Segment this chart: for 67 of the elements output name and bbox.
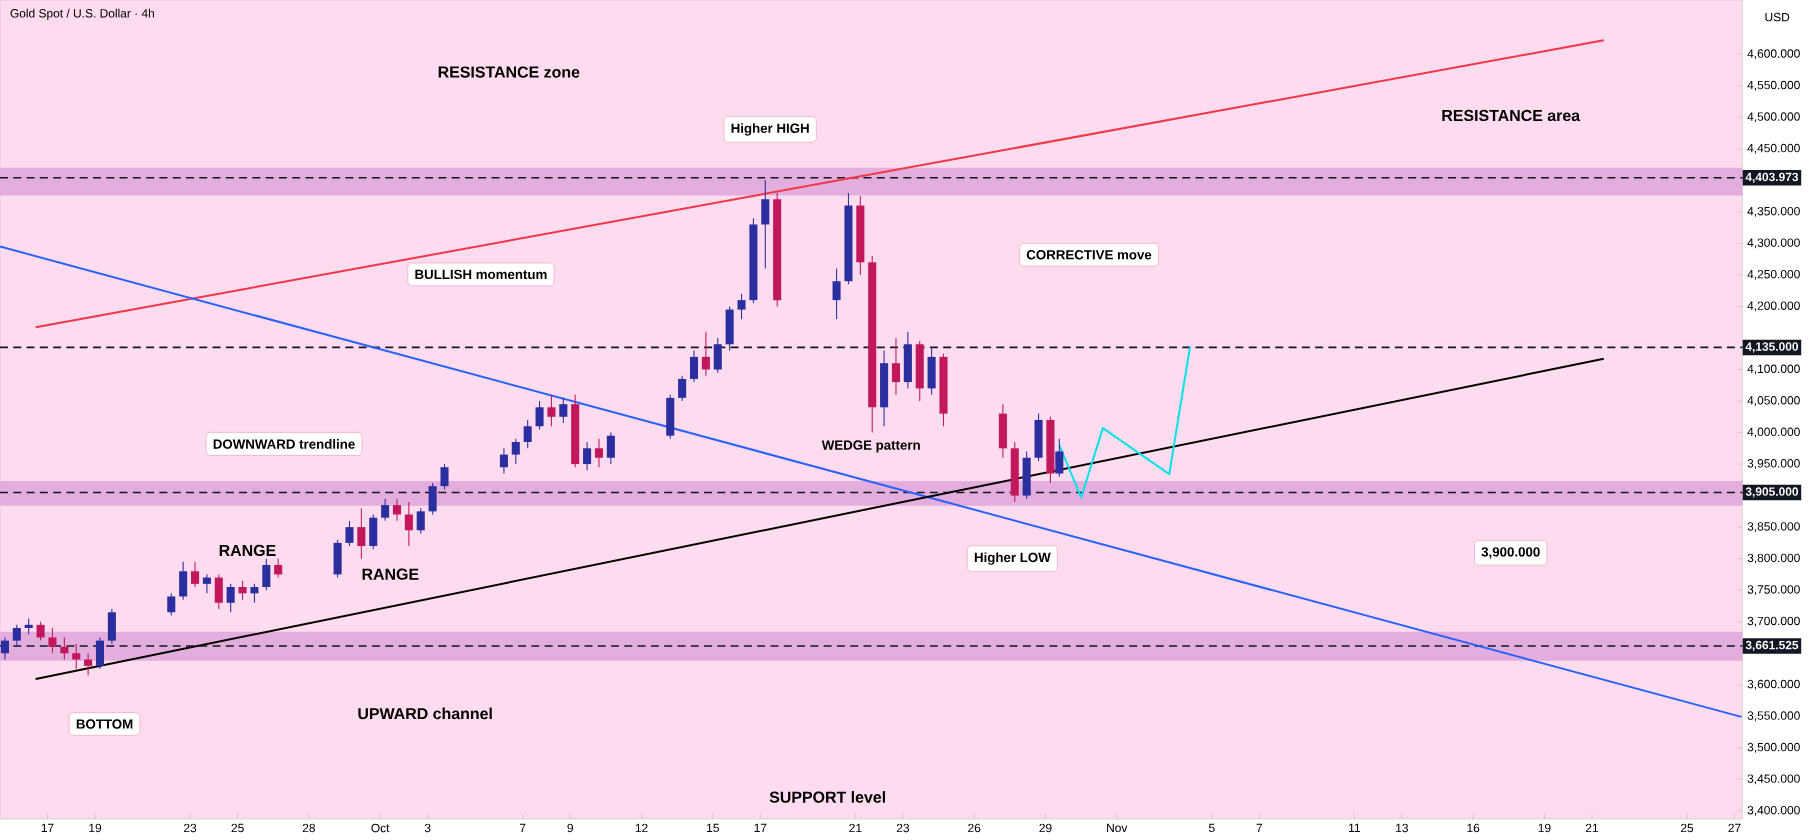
y-tick-label: 4,000.000 bbox=[1747, 427, 1800, 438]
y-tick-label: 4,350.000 bbox=[1747, 206, 1800, 217]
x-tick-label: 13 bbox=[1396, 823, 1408, 833]
x-tick-label: 9 bbox=[567, 823, 574, 833]
y-tick-label: 4,200.000 bbox=[1747, 301, 1800, 312]
y-tick-label: 3,950.000 bbox=[1747, 459, 1800, 470]
annotation: RESISTANCE zone bbox=[438, 66, 580, 78]
y-tick-label: 3,750.000 bbox=[1747, 585, 1800, 596]
x-tick-label: 17 bbox=[754, 823, 767, 833]
x-tick-label: Nov bbox=[1107, 823, 1128, 833]
y-tick-label: 3,550.000 bbox=[1747, 711, 1800, 722]
ref-line-label: 3,905.000 bbox=[1745, 487, 1799, 498]
annotation: BULLISH momentum bbox=[415, 269, 547, 280]
annotation: RESISTANCE area bbox=[1442, 109, 1581, 122]
x-tick-label: 21 bbox=[849, 823, 862, 833]
x-tick-label: 15 bbox=[707, 823, 719, 833]
x-tick-label: 12 bbox=[635, 823, 648, 833]
y-tick-label: 3,800.000 bbox=[1747, 553, 1800, 564]
annotation: RANGE bbox=[362, 568, 419, 580]
annotation: Higher HIGH bbox=[731, 123, 809, 136]
y-tick-label: 4,600.000 bbox=[1747, 49, 1800, 60]
y-tick-label: 4,550.000 bbox=[1747, 80, 1800, 91]
x-tick-label: 21 bbox=[1585, 823, 1599, 833]
annotation: Higher LOW bbox=[974, 552, 1051, 565]
x-tick-label: 11 bbox=[1349, 823, 1360, 833]
x-tick-label: 16 bbox=[1467, 823, 1480, 833]
y-tick-label: 4,300.000 bbox=[1747, 238, 1800, 249]
x-tick-label: 25 bbox=[1680, 823, 1694, 833]
x-tick-label: 27 bbox=[1728, 823, 1741, 833]
y-tick-label: 4,050.000 bbox=[1747, 396, 1800, 407]
x-tick-label: 19 bbox=[1538, 823, 1551, 833]
y-tick-label: 3,400.000 bbox=[1747, 805, 1800, 816]
x-tick-label: 19 bbox=[89, 823, 102, 833]
annotation: DOWNWARD trendline bbox=[213, 439, 355, 449]
x-tick-label: 26 bbox=[968, 823, 981, 833]
x-tick-label: Oct bbox=[371, 823, 390, 833]
text: Gold Spot / U.S. Dollar · 4h bbox=[10, 8, 154, 21]
ref-line-label: 4,403.973 bbox=[1745, 172, 1799, 183]
annotation: UPWARD channel bbox=[358, 707, 492, 720]
annotation: RANGE bbox=[219, 544, 276, 557]
y-tick-label: 4,250.000 bbox=[1747, 270, 1800, 280]
y-tick-label: 3,700.000 bbox=[1747, 616, 1800, 627]
y-tick-label: 4,500.000 bbox=[1747, 112, 1800, 123]
annotation: SUPPORT level bbox=[769, 791, 885, 803]
x-tick-label: 28 bbox=[302, 823, 316, 833]
annotation: 3,900.000 bbox=[1481, 547, 1540, 559]
x-tick-label: 3 bbox=[424, 823, 431, 833]
x-tick-label: 23 bbox=[184, 823, 197, 833]
x-tick-label: 7 bbox=[1256, 823, 1263, 833]
x-tick-label: 7 bbox=[520, 823, 526, 833]
y-tick-label: 4,100.000 bbox=[1747, 364, 1800, 375]
y-tick-label: 3,600.000 bbox=[1747, 679, 1800, 690]
annotation: WEDGE pattern bbox=[821, 440, 920, 453]
annotation: BOTTOM bbox=[76, 719, 133, 729]
y-tick-label: 4,450.000 bbox=[1747, 143, 1800, 154]
x-tick-label: 23 bbox=[896, 823, 910, 833]
y-tick-label: 3,850.000 bbox=[1747, 522, 1800, 533]
annotation: CORRECTIVE move bbox=[1026, 250, 1152, 260]
x-tick-label: 25 bbox=[231, 823, 244, 833]
x-tick-label: 17 bbox=[41, 823, 54, 833]
x-tick-label: 29 bbox=[1039, 823, 1052, 833]
y-tick-label: 3,450.000 bbox=[1747, 774, 1800, 785]
y-tick-label: 3,500.000 bbox=[1747, 742, 1800, 753]
ref-line-label: 3,661.525 bbox=[1745, 640, 1799, 652]
x-tick-label: 5 bbox=[1208, 823, 1215, 833]
ref-line-label: 4,135.000 bbox=[1745, 342, 1799, 353]
y-axis-title: USD bbox=[1765, 12, 1790, 22]
